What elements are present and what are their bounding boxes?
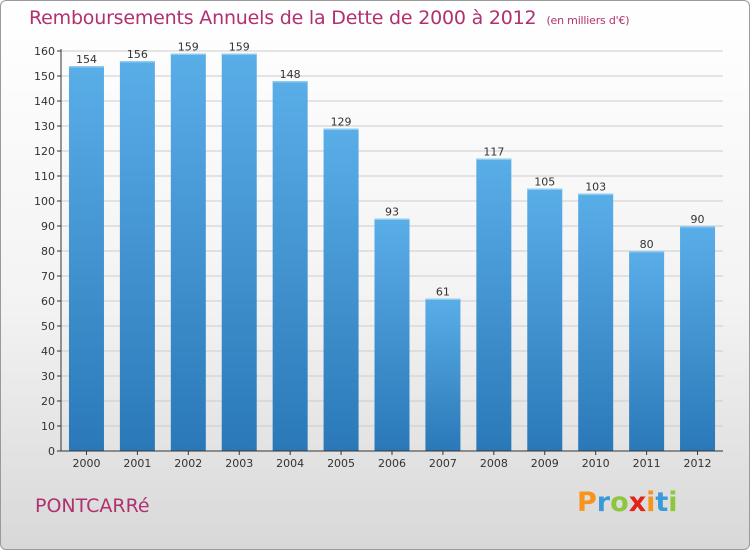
data-labels: 154 156 159 159 148 129 93 61 117 105 103 80 90 (76, 41, 705, 299)
bars (68, 53, 716, 451)
axes: 0 10 20 30 40 50 60 70 80 90 100 110 120 130 140 150 160… (34, 45, 723, 470)
chart-title: Remboursements Annuels de la Dette de 20… (29, 7, 630, 29)
bar (119, 61, 155, 451)
y-tick-label: 120 (34, 145, 55, 158)
x-tick-label: 2001 (123, 457, 151, 470)
bar-highlight (68, 66, 104, 68)
bar-chart: 154 156 159 159 148 129 93 61 117 105 103 80 90 0 10 2… (34, 41, 723, 470)
logo-letter: x (628, 487, 647, 518)
y-tick-label: 20 (41, 395, 55, 408)
x-tick-label: 2008 (480, 457, 508, 470)
bar (578, 193, 614, 451)
data-label: 117 (483, 146, 504, 159)
logo-letter: i (646, 487, 656, 518)
data-label: 154 (76, 53, 97, 66)
data-label: 129 (331, 116, 352, 129)
y-tick-label: 90 (41, 220, 55, 233)
bar-highlight (527, 188, 563, 190)
bar-highlight (425, 298, 461, 300)
bar (374, 218, 410, 451)
bar (323, 128, 359, 451)
y-tick-label: 150 (34, 70, 55, 83)
data-label: 105 (534, 176, 555, 189)
logo-letter: P (577, 487, 597, 518)
y-tick-label: 60 (41, 295, 55, 308)
data-label: 90 (691, 213, 705, 226)
bar (476, 158, 512, 451)
bar-highlight (629, 251, 665, 253)
bar-highlight (170, 53, 206, 55)
y-tick-label: 10 (41, 420, 55, 433)
x-tick-label: 2005 (327, 457, 355, 470)
x-tick-label: 2003 (225, 457, 253, 470)
bar (170, 53, 206, 451)
x-tick-label: 2012 (684, 457, 712, 470)
data-label: 159 (178, 41, 199, 54)
y-tick-label: 50 (41, 320, 55, 333)
x-tick-label: 2011 (633, 457, 661, 470)
bar-highlight (272, 81, 308, 83)
bar-highlight (323, 128, 359, 130)
logo-letter: t (655, 487, 669, 518)
data-label: 159 (229, 41, 250, 54)
y-tick-label: 140 (34, 95, 55, 108)
x-tick-label: 2002 (174, 457, 202, 470)
y-tick-label: 40 (41, 345, 55, 358)
title-text: Remboursements Annuels de la Dette de 20… (29, 7, 537, 29)
data-label: 61 (436, 286, 450, 299)
bar (527, 188, 563, 451)
x-tick-label: 2009 (531, 457, 559, 470)
x-tick-label: 2007 (429, 457, 457, 470)
data-label: 80 (640, 238, 654, 251)
y-tick-label: 160 (34, 45, 55, 58)
data-label: 148 (280, 68, 301, 81)
data-label: 103 (585, 181, 606, 194)
logo-letter: i (668, 487, 678, 518)
bar (425, 298, 461, 451)
x-tick-label: 2006 (378, 457, 406, 470)
bar (272, 81, 308, 451)
logo-letter: r (596, 487, 611, 518)
bar (221, 53, 257, 451)
y-tick-label: 0 (48, 445, 55, 458)
x-tick-label: 2004 (276, 457, 304, 470)
bar-highlight (374, 218, 410, 220)
town-name: PONTCARRé (35, 495, 150, 517)
chart-subtitle: (en milliers d'€) (546, 14, 630, 27)
proxiti-logo: Proxiti (577, 487, 678, 518)
bar (68, 66, 104, 451)
y-tick-label: 110 (34, 170, 55, 183)
bar-highlight (476, 158, 512, 160)
data-label: 156 (127, 48, 148, 61)
x-tick-label: 2010 (582, 457, 610, 470)
y-tick-label: 100 (34, 195, 55, 208)
bar-highlight (578, 193, 614, 195)
y-tick-label: 30 (41, 370, 55, 383)
bar-highlight (221, 53, 257, 55)
y-tick-label: 130 (34, 120, 55, 133)
bar (629, 251, 665, 451)
logo-letter: o (610, 487, 629, 518)
bar-highlight (119, 61, 155, 63)
y-tick-label: 80 (41, 245, 55, 258)
data-label: 93 (385, 206, 399, 219)
bar-highlight (680, 226, 716, 228)
y-tick-label: 70 (41, 270, 55, 283)
x-tick-label: 2000 (72, 457, 100, 470)
bar (680, 226, 716, 451)
